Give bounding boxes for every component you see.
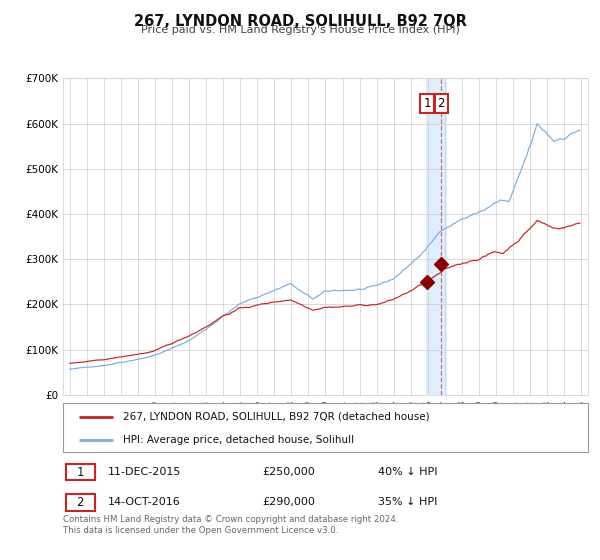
Text: 1: 1 [76, 465, 84, 479]
Text: 2: 2 [437, 97, 445, 110]
Text: 14-OCT-2016: 14-OCT-2016 [107, 497, 181, 507]
Text: 267, LYNDON ROAD, SOLIHULL, B92 7QR: 267, LYNDON ROAD, SOLIHULL, B92 7QR [134, 14, 466, 29]
Bar [65, 494, 95, 511]
Text: 1: 1 [424, 97, 431, 110]
Text: Price paid vs. HM Land Registry's House Price Index (HPI): Price paid vs. HM Land Registry's House … [140, 25, 460, 35]
Text: 267, LYNDON ROAD, SOLIHULL, B92 7QR (detached house): 267, LYNDON ROAD, SOLIHULL, B92 7QR (det… [124, 412, 430, 422]
Bar [65, 464, 95, 480]
Text: £290,000: £290,000 [263, 497, 316, 507]
Text: £250,000: £250,000 [263, 467, 315, 477]
Bar [427, 78, 446, 395]
Text: Contains HM Land Registry data © Crown copyright and database right 2024.
This d: Contains HM Land Registry data © Crown c… [63, 515, 398, 535]
Text: 40% ↓ HPI: 40% ↓ HPI [378, 467, 437, 477]
Text: 35% ↓ HPI: 35% ↓ HPI [378, 497, 437, 507]
Text: HPI: Average price, detached house, Solihull: HPI: Average price, detached house, Soli… [124, 435, 355, 445]
Text: 2: 2 [76, 496, 84, 509]
Text: 11-DEC-2015: 11-DEC-2015 [107, 467, 181, 477]
